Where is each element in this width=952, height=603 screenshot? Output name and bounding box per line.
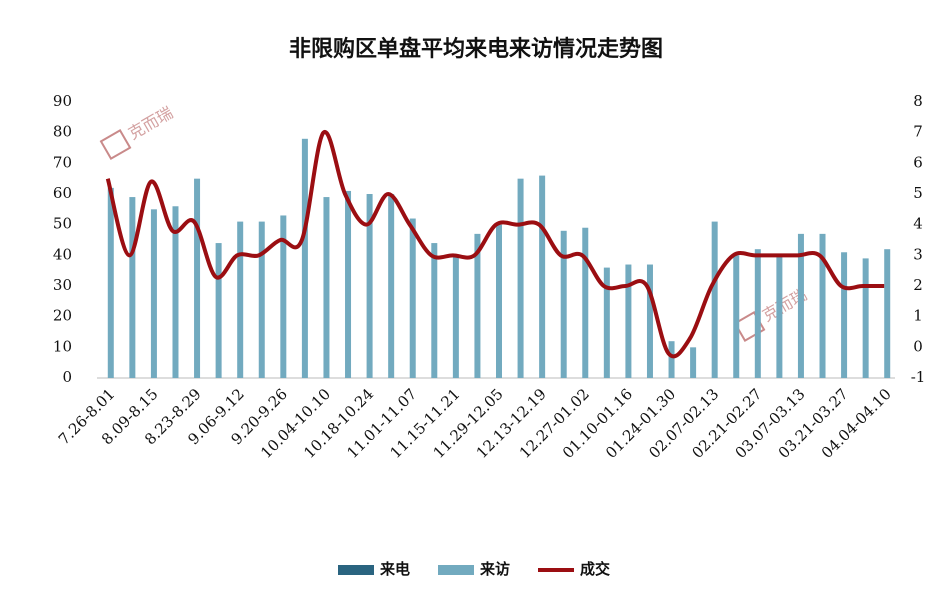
y-tick-label: 10 xyxy=(53,337,72,355)
y2-tick-label: 0 xyxy=(913,337,923,355)
bar xyxy=(323,197,330,378)
y2-tick-label: 1 xyxy=(913,307,923,325)
y-tick-label: 30 xyxy=(53,276,72,294)
bar xyxy=(711,221,718,378)
bar xyxy=(841,252,848,378)
y-tick-label: 70 xyxy=(53,153,72,171)
y2-tick-label: 6 xyxy=(913,153,923,171)
bar xyxy=(258,221,265,378)
bar xyxy=(539,175,546,378)
bar xyxy=(754,249,761,378)
watermark-logo: 克而瑞 xyxy=(99,103,176,161)
legend-swatch xyxy=(438,565,474,575)
bar xyxy=(884,249,891,378)
y2-tick-label: 4 xyxy=(913,215,923,233)
y-tick-label: 20 xyxy=(53,307,72,325)
bar xyxy=(733,255,740,378)
bar xyxy=(301,138,308,378)
y2-tick-label: 2 xyxy=(913,276,923,294)
y2-tick-label: 5 xyxy=(913,184,923,202)
bar xyxy=(237,221,244,378)
legend-label: 来访 xyxy=(479,560,510,578)
bar xyxy=(474,233,481,378)
bar xyxy=(496,224,502,378)
bar xyxy=(625,264,632,378)
bar xyxy=(388,194,395,378)
chart-title: 非限购区单盘平均来电来访情况走势图 xyxy=(289,36,663,62)
y-tick-label: 50 xyxy=(53,215,72,233)
y2-tick-label: 7 xyxy=(913,123,923,141)
bar xyxy=(215,243,222,378)
bar xyxy=(582,227,589,378)
y-tick-label: 60 xyxy=(53,184,72,202)
bar xyxy=(194,178,201,378)
watermark: 克而瑞 xyxy=(125,103,176,143)
bar xyxy=(690,347,697,378)
bar xyxy=(776,255,783,378)
bar xyxy=(668,341,675,378)
y2-tick-label: 8 xyxy=(913,92,923,110)
y-tick-label: 40 xyxy=(53,245,72,263)
y-tick-label: 90 xyxy=(53,92,72,110)
y-tick-label: 0 xyxy=(62,368,72,386)
bar xyxy=(366,194,373,378)
y2-tick-label: -1 xyxy=(911,368,926,386)
bar xyxy=(646,264,653,378)
y-tick-label: 80 xyxy=(53,123,72,141)
bar xyxy=(107,187,114,378)
bar xyxy=(603,267,610,378)
legend-swatch xyxy=(338,565,374,575)
bar xyxy=(345,190,352,378)
legend-label: 来电 xyxy=(379,560,410,578)
line xyxy=(105,130,885,359)
legend-label: 成交 xyxy=(580,560,610,578)
bar xyxy=(431,243,438,378)
bar xyxy=(409,218,416,378)
bar xyxy=(452,255,459,378)
bar xyxy=(517,178,524,378)
bar xyxy=(150,209,157,378)
bar xyxy=(129,197,136,378)
y2-tick-label: 3 xyxy=(913,245,923,263)
bar xyxy=(862,258,869,378)
bar xyxy=(560,230,567,378)
bar xyxy=(819,233,826,378)
bar xyxy=(172,206,179,378)
bar xyxy=(280,215,287,378)
bar xyxy=(797,233,804,378)
watermark-box xyxy=(99,128,132,161)
